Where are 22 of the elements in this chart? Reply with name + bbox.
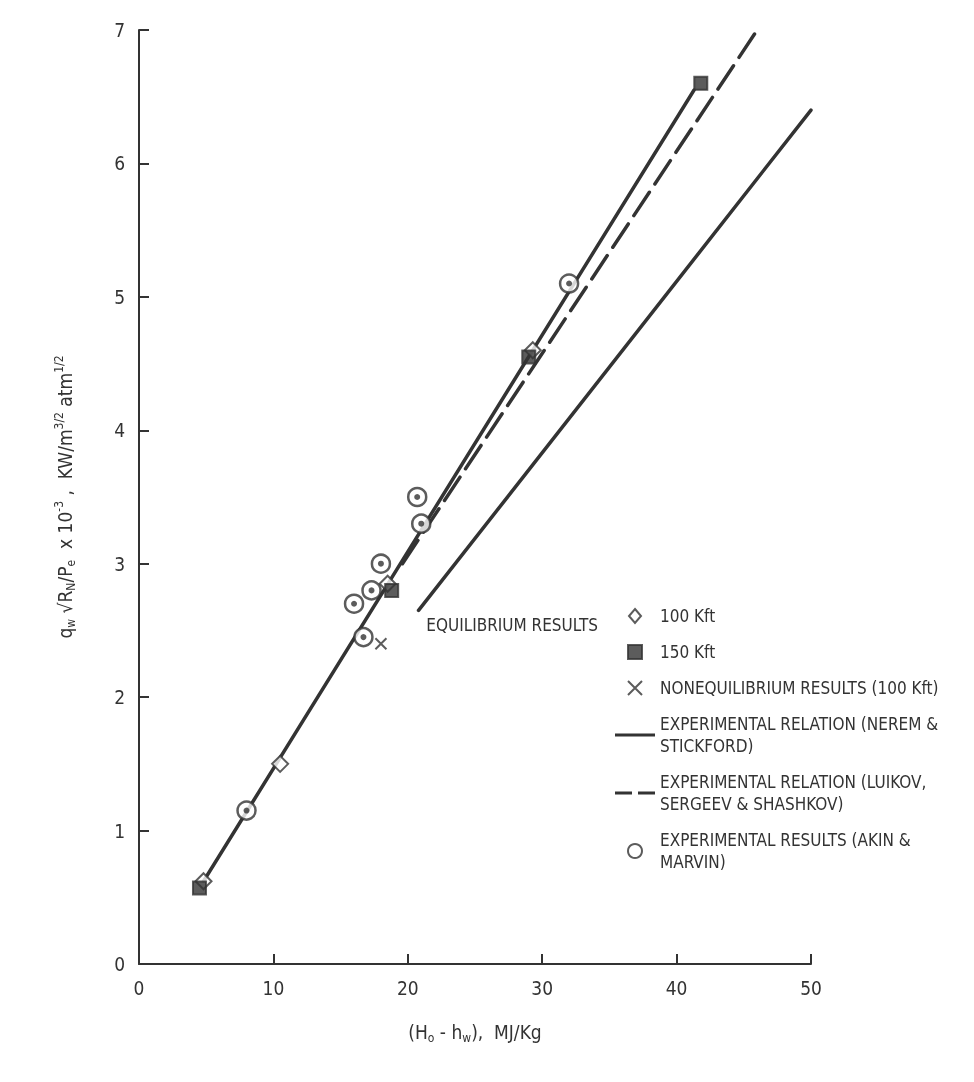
legend-label: EXPERIMENTAL RESULTS (AKIN & MARVIN) [660,830,916,872]
x-tick-label: 10 [262,976,285,999]
y-tick-label: 0 [114,953,125,975]
legend-title: EQUILIBRIUM RESULTS [426,614,599,635]
y-tick-label: 6 [114,152,125,175]
y-tick-label: 3 [114,552,125,575]
legend-label: EXPERIMENTAL RELATION (NEREM & STICKFORD) [660,714,944,756]
legend-label: 100 Kft [660,606,716,626]
x-tick-label: 40 [665,976,688,999]
legend-label: EXPERIMENTAL RELATION (LUIKOV, SERGEEV & SHASHKOV) [660,772,932,814]
x-tick-label: 50 [800,976,822,999]
x-tick-label: 20 [396,976,419,999]
y-tick-label: 7 [114,19,125,41]
x-tick-label: 0 [133,976,145,999]
y-tick-label: 1 [114,819,125,842]
y-tick-label: 4 [114,419,125,442]
legend-label: NONEQUILIBRIUM RESULTS (100 Kft) [660,678,939,698]
legend-label: 150 Kft [660,642,716,662]
x-tick-label: 30 [531,976,554,999]
y-tick-label: 5 [114,285,125,308]
text: qw √RN/Pe x 10-3 , KW/m3/2 atm1/2 [52,355,78,639]
y-tick-label: 2 [114,686,125,709]
